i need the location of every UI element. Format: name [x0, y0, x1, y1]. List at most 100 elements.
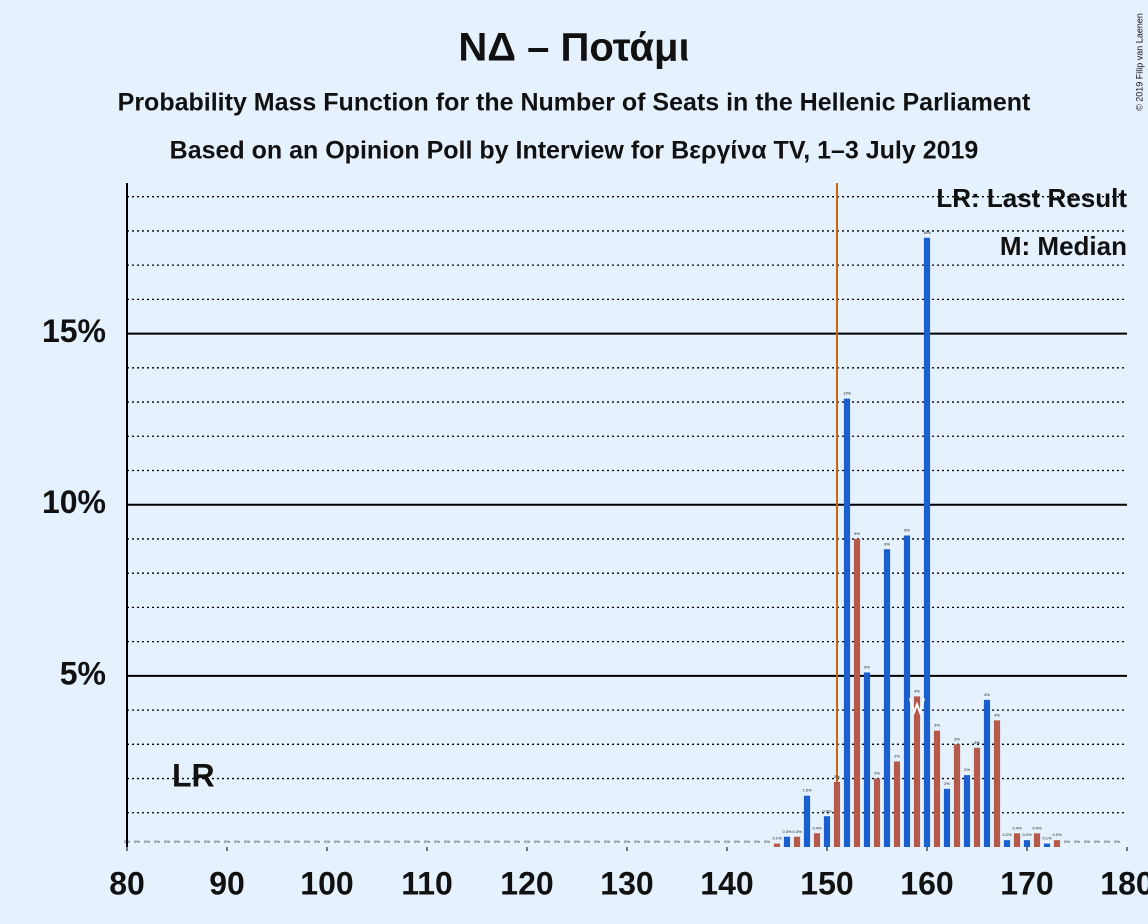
y-tick-label: 15% [42, 313, 106, 349]
value-label: 0% [764, 839, 770, 844]
copyright: © 2019 Filip van Laenen [1134, 13, 1144, 111]
value-label: 0.3% [782, 829, 792, 834]
value-label: 0% [504, 839, 510, 844]
x-tick-label: 120 [500, 865, 553, 901]
value-label: 0% [654, 839, 660, 844]
value-label: 0.1% [772, 836, 782, 841]
value-label: 0% [174, 839, 180, 844]
value-label: 0% [454, 839, 460, 844]
value-label: 0% [704, 839, 710, 844]
value-label: 3% [954, 736, 960, 741]
x-tick-label: 160 [900, 865, 953, 901]
value-label: 0% [574, 839, 580, 844]
value-label: 0% [684, 839, 690, 844]
bar [923, 237, 931, 848]
value-label: 0% [334, 839, 340, 844]
value-label: 0% [124, 839, 130, 844]
value-label: 0.3% [792, 829, 802, 834]
value-label: 2% [874, 771, 880, 776]
x-tick-label: 180 [1100, 865, 1148, 901]
value-label: 0% [154, 839, 160, 844]
bar [1013, 833, 1021, 847]
value-label: 0% [224, 839, 230, 844]
median-marker [909, 698, 925, 716]
legend-entry: LR: Last Result [936, 183, 1127, 213]
value-label: 0% [584, 839, 590, 844]
value-label: 0% [474, 839, 480, 844]
x-tick-label: 110 [401, 865, 453, 901]
value-label: 0% [394, 839, 400, 844]
bar [853, 538, 861, 847]
value-label: 3% [974, 740, 980, 745]
bar [903, 535, 911, 847]
bar [843, 398, 851, 847]
chart-subtitle: Based on an Opinion Poll by Interview fo… [170, 137, 979, 165]
value-label: 0.4% [1032, 825, 1042, 830]
value-label: 2% [834, 774, 840, 779]
value-label: 0% [274, 839, 280, 844]
value-label: 0% [644, 839, 650, 844]
chart-title: ΝΔ – Ποτάμι [458, 26, 689, 70]
value-label: 2% [964, 767, 970, 772]
value-label: 0% [624, 839, 630, 844]
value-label: 0% [444, 839, 450, 844]
value-label: 0% [1114, 839, 1120, 844]
value-label: 0.2% [1052, 832, 1062, 837]
value-label: 0% [534, 839, 540, 844]
value-label: 0% [514, 839, 520, 844]
value-label: 0% [294, 839, 300, 844]
bar [863, 672, 871, 847]
value-label: 9% [904, 528, 910, 533]
value-label: 18% [923, 230, 931, 235]
value-label: 0% [164, 839, 170, 844]
value-label: 0% [264, 839, 270, 844]
value-label: 0% [284, 839, 290, 844]
lr-label: LR [172, 757, 215, 793]
value-label: 0% [384, 839, 390, 844]
value-label: 0% [1094, 839, 1100, 844]
value-label: 2% [944, 781, 950, 786]
value-label: 0% [424, 839, 430, 844]
value-label: 0% [204, 839, 210, 844]
y-tick-label: 5% [60, 655, 106, 691]
value-label: 0% [324, 839, 330, 844]
x-tick-label: 170 [1000, 865, 1053, 901]
bar [993, 720, 1001, 847]
value-label: 4% [914, 688, 920, 693]
bar [883, 549, 891, 847]
value-label: 0.2% [1022, 832, 1032, 837]
value-label: 0% [494, 839, 500, 844]
value-label: 0% [314, 839, 320, 844]
x-tick-label: 100 [300, 865, 353, 901]
x-tick-label: 130 [600, 865, 653, 901]
bar [813, 833, 821, 847]
value-label: 0.4% [812, 825, 822, 830]
value-label: 0% [214, 839, 220, 844]
value-label: 0% [374, 839, 380, 844]
bar [943, 788, 951, 847]
value-label: 0.9% [822, 808, 832, 813]
value-label: 5% [864, 665, 870, 670]
value-label: 0% [144, 839, 150, 844]
value-label: 0% [694, 839, 700, 844]
value-label: 0% [354, 839, 360, 844]
value-label: 9% [854, 531, 860, 536]
bar [973, 747, 981, 847]
value-label: 0.4% [1012, 825, 1022, 830]
value-label: 0% [344, 839, 350, 844]
legend-entry: M: Median [1000, 231, 1127, 261]
value-label: 0% [234, 839, 240, 844]
value-label: 0% [744, 839, 750, 844]
x-tick-label: 90 [209, 865, 245, 901]
bar [893, 761, 901, 847]
value-label: 0% [614, 839, 620, 844]
bar [983, 699, 991, 847]
value-label: 0% [674, 839, 680, 844]
x-tick-label: 80 [109, 865, 145, 901]
value-label: 2% [894, 753, 900, 758]
value-label: 0.1% [1042, 836, 1052, 841]
value-label: 0% [734, 839, 740, 844]
bar [1053, 840, 1061, 847]
value-label: 0% [524, 839, 530, 844]
